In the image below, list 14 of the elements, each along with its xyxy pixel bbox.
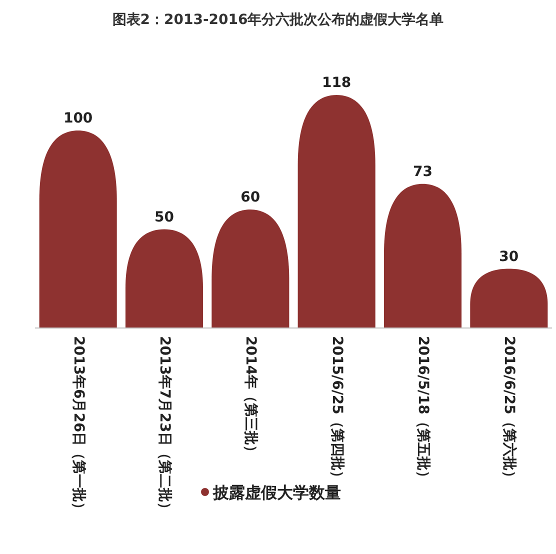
x-tick-label: 2015/6/25（第四批） xyxy=(328,336,345,484)
x-tick-label: 2016/5/18（第五批） xyxy=(414,336,431,484)
title: 图表2：2013-2016年分六批次公布的虚假大学名单 xyxy=(112,12,444,28)
data-label: 50 xyxy=(154,209,174,226)
x-tick-label: 2016/6/25（第六批） xyxy=(501,336,518,484)
x-tick-label: 2014年（第三批） xyxy=(242,336,259,459)
data-label: 100 xyxy=(63,110,93,127)
data-label: 73 xyxy=(413,164,432,180)
legend: 披露虚假大学数量 xyxy=(201,483,341,502)
data-label: 60 xyxy=(240,190,260,206)
data-label: 118 xyxy=(322,75,352,91)
data-label: 30 xyxy=(499,248,519,265)
x-tick-label: 2013年6月26日（第一批） xyxy=(70,336,86,516)
x-tick-label: 2013年7月23日（第二批） xyxy=(156,336,172,516)
